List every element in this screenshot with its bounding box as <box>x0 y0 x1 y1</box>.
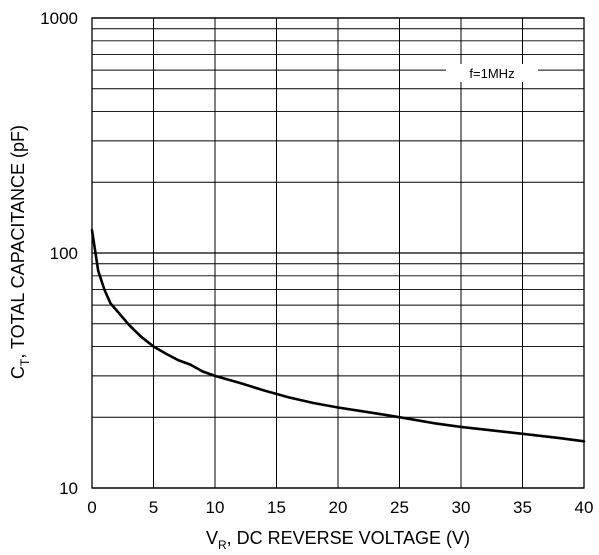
data-point <box>263 389 265 392</box>
data-point <box>521 433 524 435</box>
x-tick-labels: 0 5 10 15 20 25 30 35 40 <box>87 498 593 517</box>
y-axis-title-main: C <box>8 366 28 379</box>
data-point <box>485 429 487 431</box>
data-point <box>460 426 462 428</box>
data-point <box>214 375 216 377</box>
x-tick-label: 30 <box>452 498 471 517</box>
frequency-annotation: f=1MHz <box>446 64 538 82</box>
data-point <box>116 309 118 311</box>
annotation-label: f=1MHz <box>469 66 514 81</box>
x-axis-title-rest: , DC REVERSE VOLTAGE (V) <box>227 528 470 548</box>
data-point <box>288 396 290 398</box>
data-point <box>362 410 364 412</box>
data-point <box>435 423 437 425</box>
y-axis-title-rest: , TOTAL CAPACITANCE (pF) <box>8 125 28 359</box>
data-point <box>109 302 112 304</box>
data-point <box>239 382 241 384</box>
data-point <box>312 402 314 404</box>
x-tick-label: 35 <box>513 498 532 517</box>
x-axis-title-subscript: R <box>218 538 227 552</box>
series-layer <box>90 228 586 443</box>
annotation-background <box>446 64 538 82</box>
data-point <box>386 414 388 416</box>
data-point <box>411 418 413 420</box>
data-point <box>558 437 561 439</box>
plot-frame <box>91 17 585 489</box>
x-tick-label: 15 <box>267 498 286 517</box>
x-axis-title: VR, DC REVERSE VOLTAGE (V) <box>206 528 470 552</box>
data-point <box>337 406 339 409</box>
y-tick-labels: 10 100 1000 <box>40 9 78 498</box>
y-tick-label: 1000 <box>40 9 78 28</box>
y-tick-label: 100 <box>50 244 78 263</box>
x-tick-label: 40 <box>575 498 594 517</box>
grid <box>91 17 585 489</box>
data-point <box>140 336 142 338</box>
x-tick-label: 0 <box>87 498 96 517</box>
data-point <box>128 324 130 326</box>
data-point <box>152 345 155 348</box>
data-point <box>177 359 179 361</box>
data-point <box>189 364 191 366</box>
x-tick-label: 20 <box>329 498 348 517</box>
data-point <box>103 288 105 290</box>
x-tick-label: 5 <box>149 498 158 517</box>
data-point <box>165 353 167 355</box>
y-tick-label: 10 <box>59 479 78 498</box>
data-point <box>97 270 99 272</box>
x-tick-label: 25 <box>390 498 409 517</box>
x-axis-title-main: V <box>206 528 218 548</box>
data-point <box>202 370 204 373</box>
y-axis-title: CT, TOTAL CAPACITANCE (pF) <box>8 125 32 379</box>
y-axis-title-subscript: T <box>18 358 32 366</box>
x-tick-label: 10 <box>206 498 225 517</box>
